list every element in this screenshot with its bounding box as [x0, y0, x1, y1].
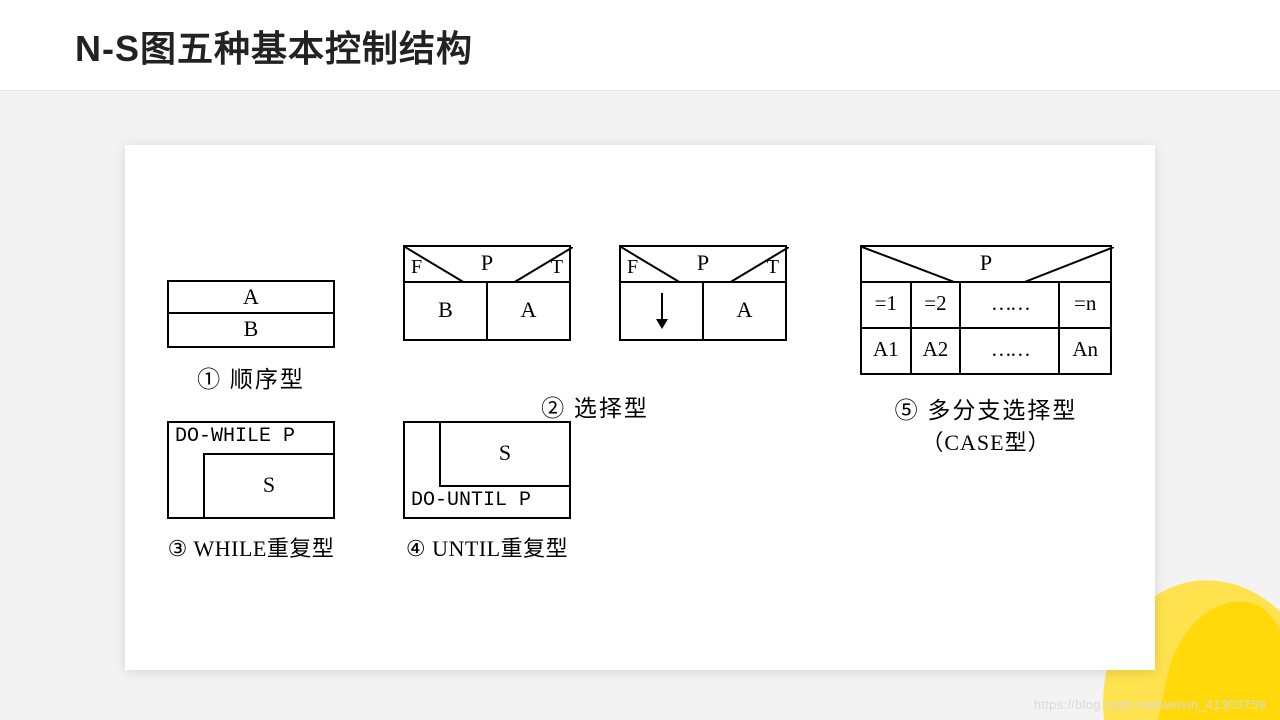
- while-caption: ③ WHILE重复型: [167, 531, 335, 563]
- arrow-down-icon: [661, 293, 663, 327]
- until-footer: DO-UNTIL P: [405, 487, 569, 517]
- case-c3: ……: [961, 283, 1060, 327]
- diagram-while: DO-WHILE P S ③ WHILE重复型: [167, 421, 335, 563]
- case-a4: An: [1060, 329, 1110, 373]
- page-title: N-S图五种基本控制结构: [75, 20, 1280, 72]
- case-a1: A1: [862, 329, 912, 373]
- sel-b-right: A: [704, 283, 785, 339]
- case-caption-sub: （CASE型）: [860, 425, 1112, 457]
- while-body: S: [203, 453, 333, 517]
- content-card: A B ① 顺序型 P F T B A P F T: [125, 145, 1155, 670]
- title-bar: N-S图五种基本控制结构: [0, 0, 1280, 91]
- selection-caption-wrap: ② 选择型: [403, 377, 787, 423]
- until-caption: ④ UNTIL重复型: [403, 531, 571, 563]
- case-a3: ……: [961, 329, 1060, 373]
- while-header: DO-WHILE P: [169, 423, 333, 453]
- seq-caption: ① 顺序型: [167, 360, 335, 394]
- diagram-sequence: A B ① 顺序型: [167, 280, 335, 394]
- sel-b-true: T: [767, 256, 779, 279]
- until-body: S: [439, 423, 569, 487]
- case-caption: ⑤ 多分支选择型: [860, 391, 1112, 425]
- sel-b-false: F: [627, 256, 638, 279]
- diagram-selection-a: P F T B A: [403, 245, 571, 341]
- case-c1: =1: [862, 283, 912, 327]
- selection-caption: ② 选择型: [403, 389, 787, 423]
- watermark: https://blog.csdn.net/weixin_41303759: [1034, 697, 1266, 712]
- diagram-selection-b: P F T A: [619, 245, 787, 341]
- case-cond: P: [862, 250, 1110, 276]
- sel-b-cond: P: [621, 250, 785, 276]
- sel-a-cond: P: [405, 250, 569, 276]
- diagram-case: P =1 =2 …… =n A1 A2 …… An ⑤ 多分支选择型 （CASE…: [860, 245, 1112, 457]
- seq-row-b: B: [169, 314, 333, 346]
- sel-b-left: [621, 283, 704, 339]
- seq-row-a: A: [169, 282, 333, 314]
- sel-a-right: A: [488, 283, 569, 339]
- case-c4: =n: [1060, 283, 1110, 327]
- sel-a-false: F: [411, 256, 422, 279]
- diagram-until: S DO-UNTIL P ④ UNTIL重复型: [403, 421, 571, 563]
- sel-a-left: B: [405, 283, 488, 339]
- case-a2: A2: [912, 329, 962, 373]
- case-c2: =2: [912, 283, 962, 327]
- sel-a-true: T: [551, 256, 563, 279]
